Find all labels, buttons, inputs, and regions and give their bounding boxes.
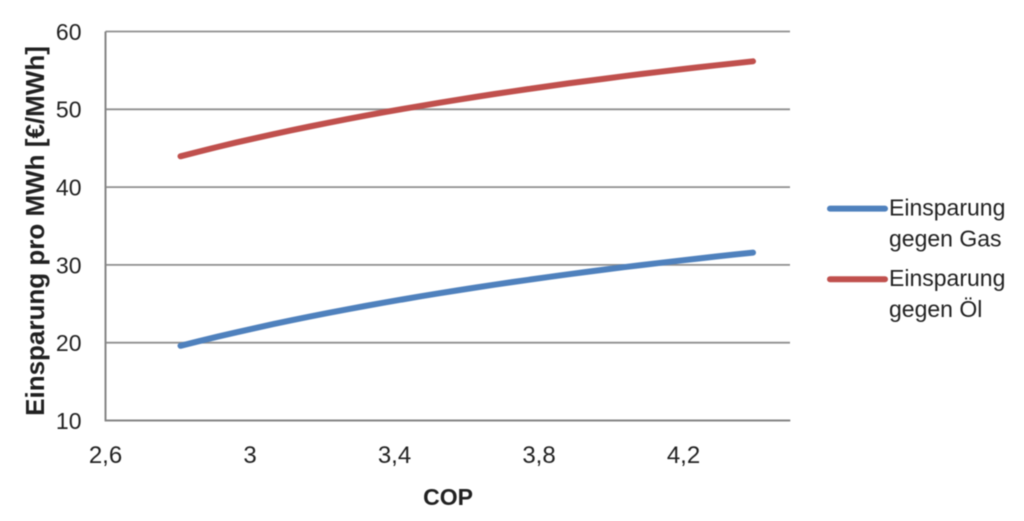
- svg-text:3: 3: [243, 442, 256, 469]
- svg-text:20: 20: [56, 330, 82, 356]
- svg-text:4,2: 4,2: [667, 442, 700, 469]
- svg-text:COP: COP: [423, 484, 473, 510]
- svg-text:Einsparung: Einsparung: [889, 195, 1005, 221]
- svg-text:10: 10: [56, 408, 82, 434]
- svg-text:2,6: 2,6: [89, 442, 122, 469]
- svg-text:Einsparung: Einsparung: [889, 265, 1005, 291]
- svg-text:60: 60: [56, 19, 82, 45]
- svg-text:50: 50: [56, 97, 82, 123]
- svg-text:gegen Öl: gegen Öl: [889, 296, 982, 322]
- svg-text:Einsparung pro MWh [€/MWh]: Einsparung pro MWh [€/MWh]: [20, 46, 50, 416]
- svg-text:gegen Gas: gegen Gas: [889, 226, 1002, 252]
- svg-text:40: 40: [56, 175, 82, 201]
- svg-text:3,8: 3,8: [522, 442, 555, 469]
- svg-text:3,4: 3,4: [378, 442, 411, 469]
- svg-text:30: 30: [56, 252, 82, 278]
